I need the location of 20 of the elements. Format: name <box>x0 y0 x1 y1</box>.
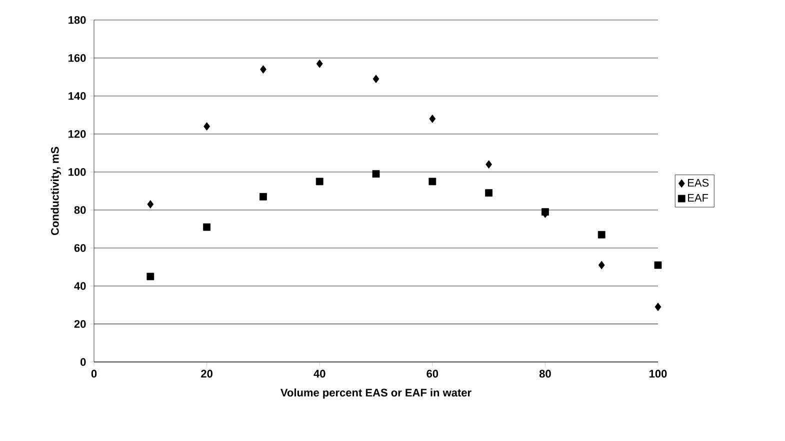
x-tick-label: 80 <box>539 370 551 378</box>
y-tick-label: 160 <box>68 54 86 62</box>
y-tick-label: 180 <box>68 16 86 24</box>
x-tick-label: 100 <box>650 370 667 378</box>
y-tick-label: 60 <box>74 244 86 252</box>
x-tick-label: 60 <box>426 370 438 378</box>
y-tick-label: 120 <box>68 130 86 138</box>
y-tick-label: 100 <box>68 168 86 176</box>
y-tick-label: 0 <box>80 358 86 366</box>
x-tick-label: 0 <box>91 370 97 378</box>
x-axis-title: Volume percent EAS or EAF in water <box>280 388 472 399</box>
y-tick-label: 80 <box>74 206 86 214</box>
y-axis-title: Conductivity, mS <box>50 146 61 236</box>
legend-label: EAF <box>688 194 708 202</box>
x-tick-label: 40 <box>314 370 326 378</box>
y-tick-label: 140 <box>68 92 86 100</box>
legend-label: EAS <box>688 178 709 187</box>
x-tick-label: 20 <box>201 370 212 378</box>
y-tick-label: 40 <box>74 282 86 290</box>
y-tick-label: 20 <box>74 320 86 328</box>
